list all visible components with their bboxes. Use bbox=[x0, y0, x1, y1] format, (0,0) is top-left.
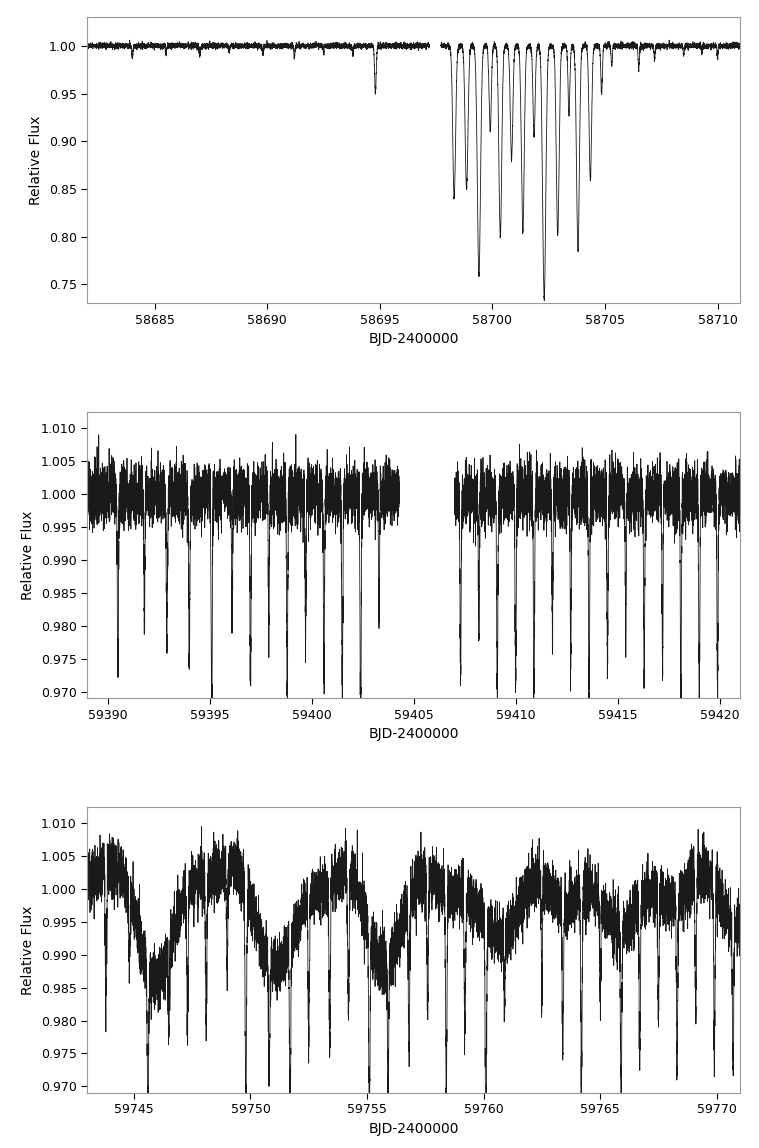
X-axis label: BJD-2400000: BJD-2400000 bbox=[368, 332, 459, 347]
Y-axis label: Relative Flux: Relative Flux bbox=[21, 511, 36, 599]
Y-axis label: Relative Flux: Relative Flux bbox=[21, 905, 36, 994]
X-axis label: BJD-2400000: BJD-2400000 bbox=[368, 727, 459, 742]
Y-axis label: Relative Flux: Relative Flux bbox=[30, 116, 43, 205]
X-axis label: BJD-2400000: BJD-2400000 bbox=[368, 1122, 459, 1135]
